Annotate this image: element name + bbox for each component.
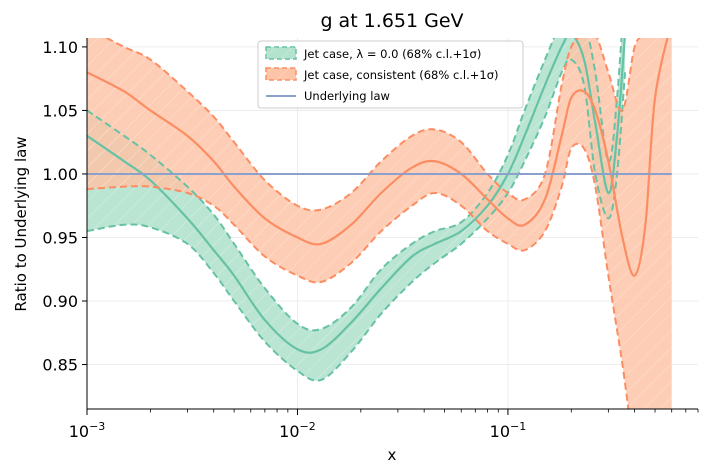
band-upper-orange <box>104 38 642 212</box>
y-tick-label: 1.00 <box>42 165 78 184</box>
legend-entry-underlying: Underlying law <box>266 89 390 103</box>
x-ticks: 10−3 10−2 10−1 <box>69 409 699 441</box>
legend-label-orange: Jet case, consistent (68% c.l.+1σ) <box>303 68 499 82</box>
x-tick-label: 10−3 <box>69 420 106 441</box>
legend-label-underlying: Underlying law <box>304 89 390 103</box>
y-tick-label: 1.05 <box>42 101 78 120</box>
legend-swatch-green-hatch <box>266 47 296 59</box>
bands <box>87 38 672 409</box>
band-hatch-green <box>87 38 626 381</box>
x-axis-label: x <box>388 446 397 464</box>
legend-label-green: Jet case, λ = 0.0 (68% c.l.+1σ) <box>303 47 481 61</box>
legend-entry-green: Jet case, λ = 0.0 (68% c.l.+1σ) <box>265 46 481 61</box>
lines <box>87 38 672 409</box>
band-hatch-orange <box>87 38 672 409</box>
band-upper-green <box>87 38 623 332</box>
band-lower-orange <box>87 142 630 409</box>
x-tick-label: 10−1 <box>490 420 527 441</box>
y-tick-label: 1.10 <box>42 38 78 57</box>
central-line-green <box>87 38 626 354</box>
band-lower-green <box>87 58 627 382</box>
legend: Jet case, λ = 0.0 (68% c.l.+1σ) Jet case… <box>257 40 524 109</box>
central-line-orange <box>87 38 669 277</box>
y-tick-label: 0.85 <box>42 356 78 375</box>
y-ticks: 0.85 0.90 0.95 1.00 1.05 1.10 <box>42 38 87 375</box>
x-tick-label: 10−2 <box>279 420 316 441</box>
y-axis-label: Ratio to Underlying law <box>12 136 30 311</box>
y-tick-label: 0.90 <box>42 292 78 311</box>
chart-title: g at 1.651 GeV <box>320 10 463 32</box>
y-tick-label: 0.95 <box>42 228 78 247</box>
legend-swatch-orange-hatch <box>266 68 296 80</box>
legend-frame <box>257 40 524 109</box>
legend-entry-orange: Jet case, consistent (68% c.l.+1σ) <box>265 67 499 82</box>
